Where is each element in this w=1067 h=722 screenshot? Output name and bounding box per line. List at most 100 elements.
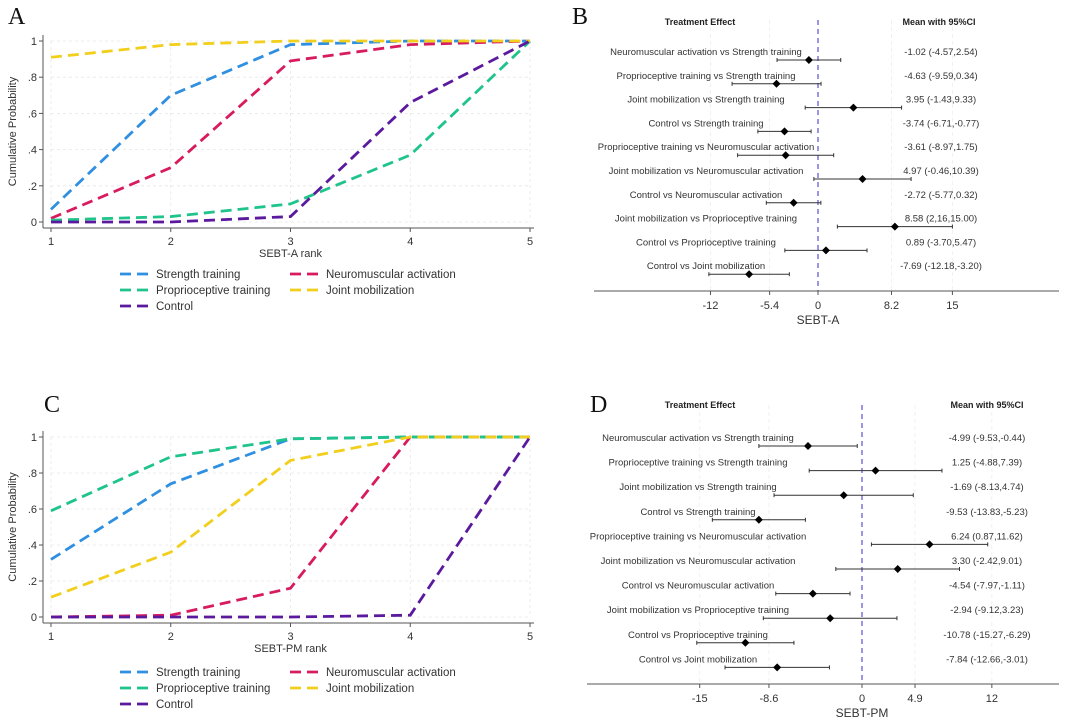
x-tick-label: 1: [48, 631, 54, 643]
mean-marker: [789, 198, 798, 207]
x-axis-title: SEBT-PM: [836, 706, 889, 720]
comparison-label: Control vs Joint mobilization: [639, 654, 757, 665]
y-tick-label: .6: [28, 108, 37, 120]
comparison-label: Control vs Neuromuscular activation: [630, 190, 783, 201]
legend-label: Neuromuscular activation: [326, 667, 456, 679]
mean-ci-value: -7.69 (-12.18,-3.20): [900, 261, 982, 272]
series-line-neuromuscular-activation: [50, 435, 530, 619]
series-line-control: [51, 39, 531, 224]
mean-marker: [804, 56, 813, 64]
legend-label: Joint mobilization: [326, 285, 414, 297]
mean-ci-value: -4.99 (-9.53,-0.44): [949, 433, 1026, 444]
x-tick-label: 2: [168, 631, 174, 643]
series-line-control: [51, 436, 532, 619]
panel-c-rankogram: 0 .2 .4 .6 .8 1 1 2 3 4 5 SEBT-PM rank Cumulative Pr…: [7, 431, 534, 711]
comparison-label: Control vs Proprioceptive training: [628, 630, 768, 641]
x-tick-label: 12: [986, 693, 998, 705]
x-tick-label: -12: [703, 300, 719, 312]
comparison-label: Neuromuscular activation vs Strength tra…: [610, 47, 802, 58]
x-tick-label: 8.2: [884, 300, 899, 312]
legend-label: Proprioceptive training: [156, 683, 270, 695]
mean-marker: [745, 270, 754, 279]
x-tick-label: 4: [407, 631, 413, 643]
panel-letter-a: A: [8, 4, 26, 30]
mean-ci-value: 3.95 (-1.43,9.33): [906, 95, 976, 106]
x-tick-label: 0: [859, 693, 865, 705]
mean-ci-value: -7.84 (-12.66,-3.01): [946, 654, 1028, 665]
comparison-label: Joint mobilization vs Strength training: [619, 482, 776, 493]
header-mean-ci: Mean with 95%CI: [950, 400, 1023, 410]
panel-a-rankogram: 0 .2 .4 .6 .8 1 1 2 3 4 5 SEBT-A rank Cumulative Pro…: [7, 35, 534, 313]
y-tick-label: .2: [28, 181, 37, 193]
mean-ci-value: -2.94 (-9.12,3.23): [950, 605, 1023, 616]
legend-label: Control: [156, 699, 193, 711]
series-line-proprioceptive-training: [50, 435, 530, 513]
mean-marker: [821, 246, 830, 255]
comparison-label: Proprioceptive training vs Strength trai…: [616, 71, 795, 82]
mean-marker: [890, 222, 899, 231]
mean-marker: [772, 79, 781, 88]
header-treatment-effect: Treatment Effect: [665, 400, 736, 410]
x-tick-label: 4: [407, 236, 413, 248]
y-axis-title: Cumulative Probability: [7, 472, 19, 582]
mean-marker: [925, 540, 934, 549]
x-tick-label: 5: [527, 631, 533, 643]
mean-ci-value: -10.78 (-15.27,-6.29): [943, 630, 1030, 641]
y-tick-label: .8: [28, 72, 37, 84]
x-tick-label: 15: [946, 300, 958, 312]
mean-ci-value: -1.69 (-8.13,4.74): [950, 482, 1023, 493]
y-tick-label: 0: [31, 217, 37, 229]
mean-ci-value: -3.74 (-6.71,-0.77): [903, 118, 980, 129]
panel-letter-d: D: [590, 392, 607, 418]
mean-ci-value: -3.61 (-8.97,1.75): [904, 142, 977, 153]
mean-marker: [781, 151, 790, 160]
x-tick-label: 5: [527, 236, 533, 248]
comparison-label: Joint mobilization vs Neuromuscular acti…: [601, 556, 796, 567]
comparison-label: Control vs Strength training: [648, 118, 763, 129]
legend-label: Strength training: [156, 269, 240, 281]
series-line-neuromuscular-activation: [50, 39, 531, 220]
mean-marker: [839, 491, 848, 500]
header-mean-ci: Mean with 95%CI: [902, 17, 975, 27]
legend-label: Proprioceptive training: [156, 285, 270, 297]
series-line-joint-mobilization: [50, 39, 530, 59]
comparison-label: Proprioceptive training vs Neuromuscular…: [590, 531, 807, 542]
x-tick-label: 2: [168, 236, 174, 248]
series-line-joint-mobilization: [50, 435, 530, 599]
mean-marker: [808, 589, 817, 598]
x-tick-label: -5.4: [760, 300, 779, 312]
mean-ci-value: 6.24 (0.87,11.62): [951, 531, 1023, 542]
comparison-label: Proprioceptive training vs Neuromuscular…: [598, 142, 815, 153]
mean-marker: [804, 442, 813, 450]
mean-marker: [893, 565, 902, 573]
comparison-label: Joint mobilization vs Proprioceptive tra…: [607, 605, 789, 616]
x-tick-label: 0: [815, 300, 821, 312]
comparison-label: Control vs Proprioceptive training: [636, 237, 776, 248]
panel-d-forest-plot: Treatment Effect Mean with 95%CI Neuromusc…: [587, 400, 1059, 720]
y-tick-label: .2: [28, 576, 37, 588]
mean-marker: [826, 614, 835, 623]
y-tick-label: .4: [28, 145, 37, 157]
mean-marker: [858, 175, 867, 183]
mean-marker: [773, 663, 782, 672]
mean-ci-value: 4.97 (-0.46,10.39): [903, 166, 979, 177]
x-tick-label: -15: [692, 693, 708, 705]
mean-ci-value: 3.30 (-2.42,9.01): [952, 556, 1022, 567]
y-tick-label: .6: [28, 504, 37, 516]
series-line-proprioceptive-training: [50, 39, 531, 222]
x-axis-title: SEBT-A rank: [259, 248, 322, 260]
mean-ci-value: 1.25 (-4.88,7.39): [952, 458, 1022, 469]
panel-letter-c: C: [44, 392, 60, 418]
comparison-label: Proprioceptive training vs Strength trai…: [608, 458, 787, 469]
y-tick-label: .8: [28, 468, 37, 480]
legend-label: Joint mobilization: [326, 683, 414, 695]
comparison-label: Joint mobilization vs Proprioceptive tra…: [615, 214, 797, 225]
comparison-label: Control vs Neuromuscular activation: [622, 581, 775, 592]
mean-marker: [780, 127, 789, 136]
x-tick-label: -8.6: [759, 693, 778, 705]
mean-marker: [849, 103, 858, 112]
x-tick-label: 3: [287, 236, 293, 248]
comparison-label: Control vs Joint mobilization: [647, 261, 765, 272]
comparison-label: Neuromuscular activation vs Strength tra…: [602, 433, 794, 444]
